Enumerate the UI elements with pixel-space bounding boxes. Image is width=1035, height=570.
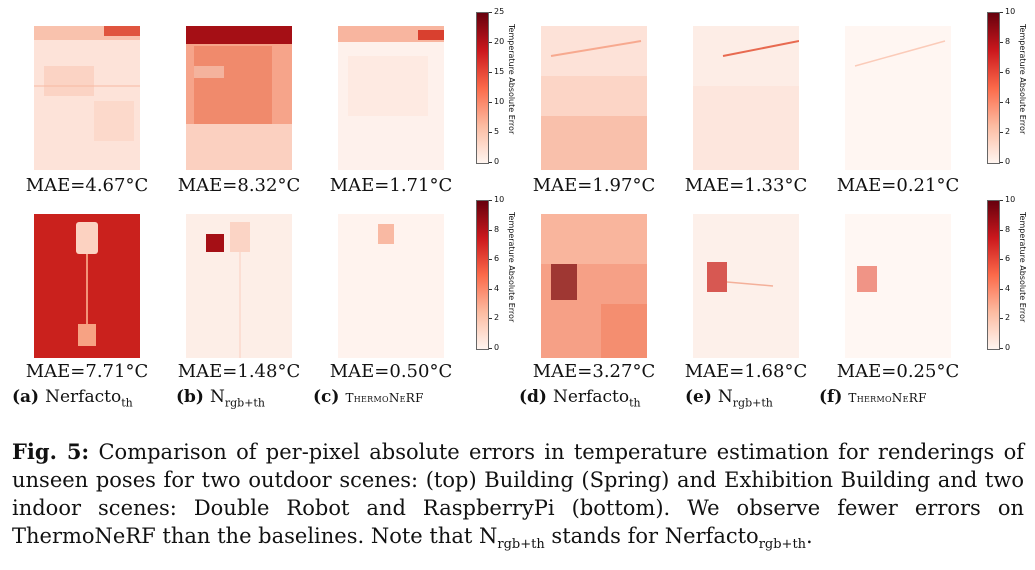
colorbar-tick-label: 10	[1005, 7, 1016, 16]
mae-c-bot: MAE=0.50°C	[329, 361, 453, 382]
colorbar-label: Temperature Absolute Error	[1018, 24, 1027, 135]
colorbar-tick-label: 4	[494, 283, 500, 293]
colorbar-tickmark	[489, 318, 492, 320]
heatmap-c-bot	[338, 214, 444, 358]
colorbar-tick-label: 10	[494, 97, 505, 106]
colorbar-2	[987, 12, 1000, 164]
colorbar-label: Temperature Absolute Error	[507, 212, 516, 323]
colorbar-tick-label: 6	[1005, 67, 1011, 76]
colorbar-label: Temperature Absolute Error	[507, 24, 516, 135]
colorbar-tick-label: 10	[494, 195, 505, 204]
colorbar-tickmark	[1000, 102, 1003, 103]
colorbar-tickmark	[489, 162, 492, 163]
colorbar-tickmark	[1000, 318, 1003, 320]
mae-e-top: MAE=1.33°C	[684, 175, 808, 196]
colorbar-tickmark	[489, 259, 492, 261]
colorbar-tick-label: 25	[494, 7, 505, 16]
colorbar-1	[476, 12, 489, 164]
colorbar-tickmark	[489, 72, 492, 73]
colorbar-tick-label: 2	[494, 313, 500, 323]
subcaption-c: (c) ThermoNeRF	[313, 387, 424, 407]
subcaption-e: (e) Nrgb+th	[685, 387, 773, 410]
colorbar-tick-label: 10	[1005, 195, 1016, 204]
colorbar-tick-label: 8	[1005, 224, 1011, 234]
colorbar-3	[476, 200, 489, 350]
colorbar-tickmark	[489, 200, 492, 201]
colorbar-tickmark	[1000, 288, 1003, 290]
colorbar-tickmark	[489, 132, 492, 133]
colorbar-tickmark	[489, 102, 492, 103]
colorbar-tickmark	[1000, 348, 1003, 349]
colorbar-tick-label: 8	[494, 224, 500, 234]
heatmap-a-bot	[34, 214, 140, 358]
heatmap-f-top	[845, 26, 951, 170]
figure-caption: Fig. 5: Comparison of per-pixel absolute…	[12, 439, 1024, 553]
colorbar-tick-label: 4	[1005, 97, 1011, 106]
heatmap-e-bot	[693, 214, 799, 358]
colorbar-tick-label: 2	[1005, 313, 1011, 323]
mae-f-top: MAE=0.21°C	[836, 175, 960, 196]
colorbar-tickmark	[1000, 132, 1003, 133]
colorbar-tick-label: 0	[494, 157, 500, 166]
mae-d-bot: MAE=3.27°C	[532, 361, 656, 382]
colorbar-tickmark	[489, 229, 492, 231]
heatmap-a-top	[34, 26, 140, 170]
colorbar-tickmark	[1000, 259, 1003, 261]
colorbar-tick-label: 8	[1005, 37, 1011, 46]
colorbar-tickmark	[489, 42, 492, 43]
colorbar-tick-label: 6	[1005, 254, 1011, 264]
heatmap-d-bot	[541, 214, 647, 358]
colorbar-tickmark	[489, 348, 492, 349]
heatmap-f-bot	[845, 214, 951, 358]
mae-b-bot: MAE=1.48°C	[177, 361, 301, 382]
heatmap-d-top	[541, 26, 647, 170]
colorbar-tick-label: 15	[494, 67, 505, 76]
heatmap-b-bot	[186, 214, 292, 358]
colorbar-tickmark	[1000, 200, 1003, 201]
colorbar-tick-label: 2	[1005, 127, 1011, 136]
colorbar-tick-label: 0	[1005, 343, 1011, 352]
colorbar-tickmark	[1000, 162, 1003, 163]
mae-b-top: MAE=8.32°C	[177, 175, 301, 196]
colorbar-tickmark	[1000, 12, 1003, 13]
mae-e-bot: MAE=1.68°C	[684, 361, 808, 382]
colorbar-tick-label: 20	[494, 37, 505, 46]
mae-d-top: MAE=1.97°C	[532, 175, 656, 196]
colorbar-tickmark	[1000, 229, 1003, 231]
colorbar-tick-label: 4	[1005, 283, 1011, 293]
heatmap-e-top	[693, 26, 799, 170]
colorbar-tick-label: 0	[494, 343, 500, 352]
colorbar-label: Temperature Absolute Error	[1018, 212, 1027, 323]
subcaption-f: (f) ThermoNeRF	[819, 387, 927, 407]
colorbar-tickmark	[1000, 42, 1003, 43]
subcaption-d: (d) Nerfactoth	[519, 387, 641, 410]
colorbar-tick-label: 6	[494, 254, 500, 264]
colorbar-tickmark	[489, 12, 492, 13]
subcaption-b: (b) Nrgb+th	[176, 387, 265, 410]
mae-f-bot: MAE=0.25°C	[836, 361, 960, 382]
mae-c-top: MAE=1.71°C	[329, 175, 453, 196]
colorbar-tickmark	[1000, 72, 1003, 73]
mae-a-bot: MAE=7.71°C	[25, 361, 149, 382]
heatmap-c-top	[338, 26, 444, 170]
colorbar-tick-label: 5	[494, 127, 500, 136]
mae-a-top: MAE=4.67°C	[25, 175, 149, 196]
colorbar-4	[987, 200, 1000, 350]
heatmap-b-top	[186, 26, 292, 170]
colorbar-tickmark	[489, 288, 492, 290]
colorbar-tick-label: 0	[1005, 157, 1011, 166]
subcaption-a: (a) Nerfactoth	[12, 387, 133, 410]
